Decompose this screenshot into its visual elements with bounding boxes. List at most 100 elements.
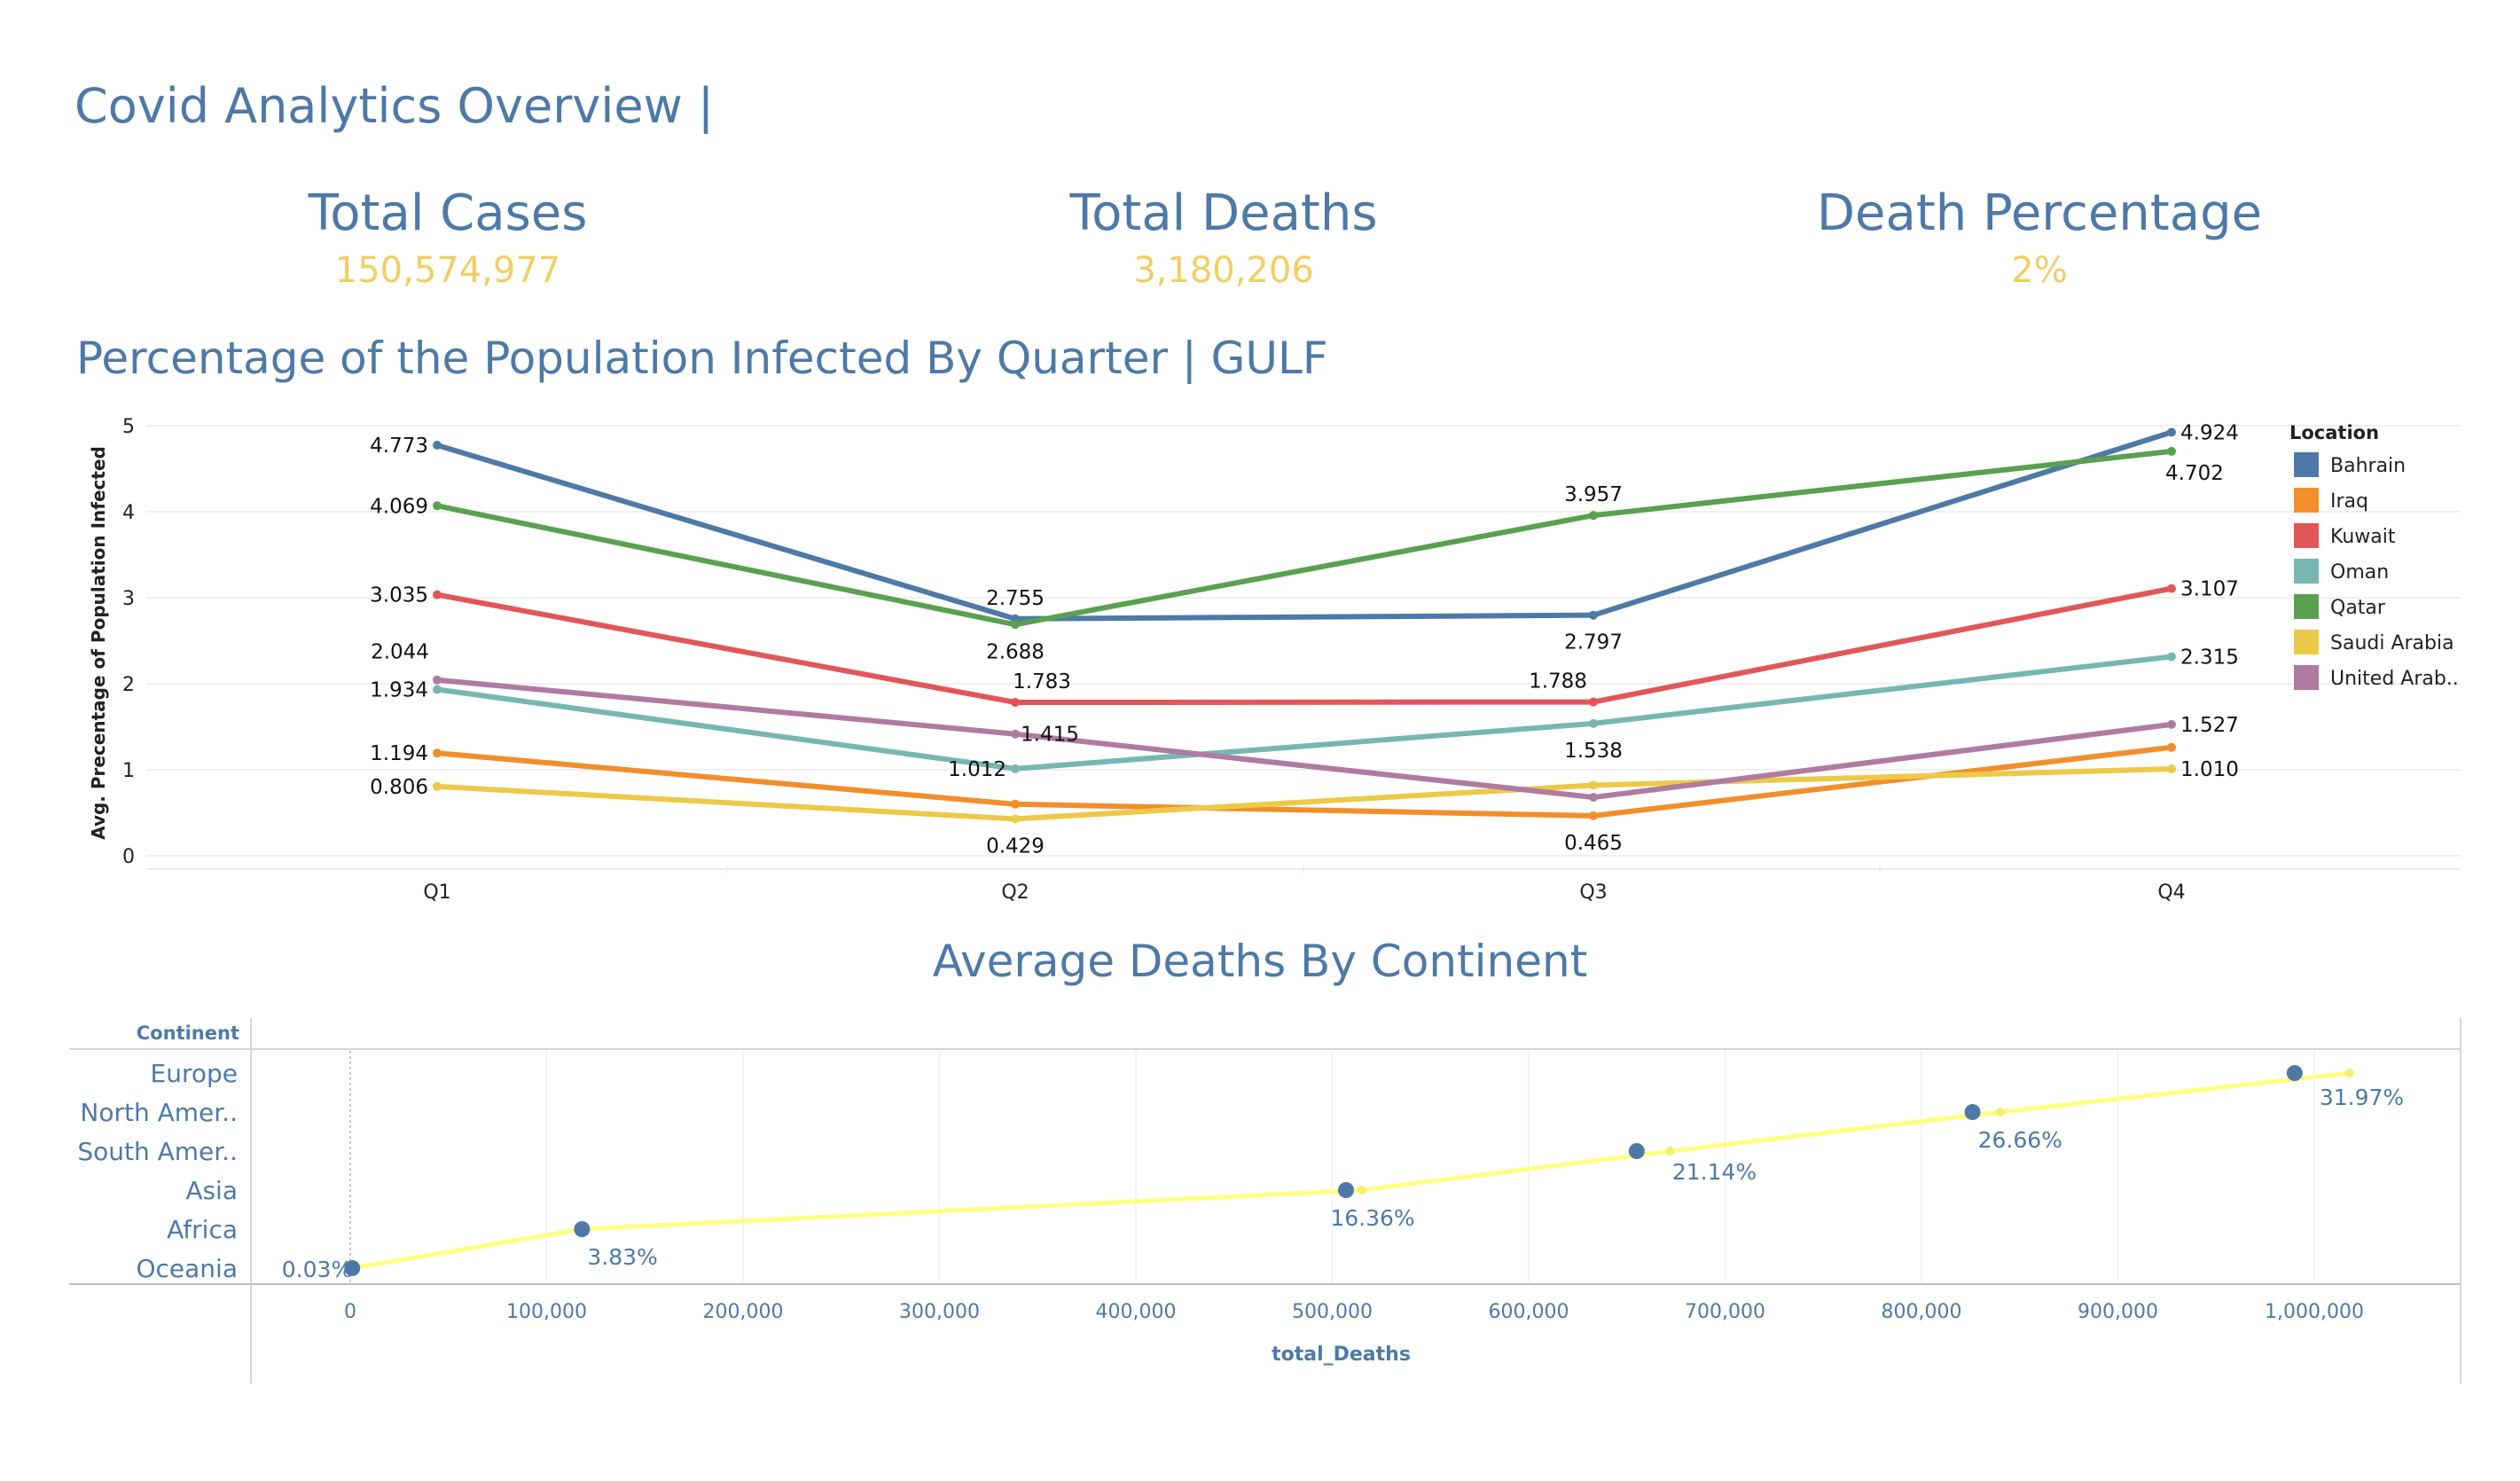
data-point (2167, 742, 2176, 752)
x-tick-label: Q1 (423, 882, 450, 904)
data-point (1589, 511, 1598, 521)
legend-label: Saudi Arabia (2330, 632, 2454, 654)
trend-point (1665, 1147, 1675, 1156)
data-point (433, 675, 442, 685)
data-label: 3.107 (2180, 578, 2239, 601)
legend-swatch (2294, 594, 2319, 619)
data-point (1589, 697, 1598, 707)
scatter-point (2286, 1065, 2303, 1081)
point-label: 0.03% (282, 1257, 352, 1282)
data-point (433, 501, 442, 511)
x-tick-label: Q2 (1001, 882, 1029, 904)
scatter-chart-title: Average Deaths By Continent (932, 936, 1588, 987)
data-label: 0.465 (1564, 832, 1623, 855)
legend-swatch (2294, 452, 2319, 477)
x-tick-label: 500,000 (1292, 1301, 1373, 1323)
data-point (1011, 799, 1020, 809)
series-line-bahrain (436, 429, 2172, 622)
data-label: 3.035 (370, 584, 428, 607)
series-line-united-arab- (436, 677, 2172, 801)
series-line-qatar (436, 448, 2172, 628)
kpi-total-deaths-label: Total Deaths (1069, 184, 1378, 242)
data-point (2167, 652, 2176, 662)
legend-label: Iraq (2330, 490, 2368, 513)
y-tick-label: 0 (122, 846, 135, 868)
data-point (433, 590, 442, 599)
series-line-iraq (436, 744, 2172, 819)
data-point (1011, 698, 1020, 708)
scatter-point (574, 1221, 591, 1237)
kpi-death-percentage-label: Death Percentage (1816, 184, 2263, 242)
legend-label: Bahrain (2330, 455, 2406, 477)
data-label: 2.315 (2180, 646, 2239, 669)
x-tick-label: 1,000,000 (2265, 1301, 2364, 1323)
dashboard-title: Covid Analytics Overview | (74, 78, 715, 134)
data-point (1011, 814, 1020, 824)
data-point (1011, 620, 1020, 630)
kpi-total-cases-label: Total Cases (308, 184, 588, 242)
legend-label: Oman (2330, 561, 2389, 584)
scatter-chart: Continent 0 100,000 200,000 300,000 400,000 50… (69, 1018, 2461, 1383)
data-point (2167, 719, 2176, 729)
x-tick-label: Q3 (1579, 882, 1607, 904)
line-chart-title: Percentage of the Population Infected By… (76, 333, 1328, 384)
data-label: 1.538 (1564, 740, 1623, 763)
legend-swatch (2294, 488, 2319, 513)
category-label: Oceania (136, 1254, 238, 1283)
data-label: 4.702 (2165, 462, 2224, 485)
series-line-saudi-arabia (436, 766, 2172, 822)
kpi-total-deaths: Total Deaths 3,180,206 (913, 186, 1534, 291)
data-point (1011, 729, 1020, 739)
legend-label: Qatar (2330, 597, 2386, 619)
legend-label: Kuwait (2330, 526, 2396, 548)
data-point (433, 781, 442, 791)
x-tick-label: Q4 (2157, 882, 2185, 904)
data-point (1589, 610, 1598, 620)
series-line-kuwait (436, 585, 2172, 706)
scatter-point (1338, 1182, 1355, 1198)
data-label: 2.755 (986, 587, 1045, 610)
data-label: 4.924 (2180, 421, 2239, 444)
x-tick-label: 600,000 (1489, 1301, 1569, 1323)
legend-swatch (2294, 665, 2319, 690)
category-label: Europe (151, 1059, 238, 1088)
y-tick-label: 2 (122, 674, 135, 696)
legend-swatch (2294, 559, 2319, 584)
line-chart: 0 1 2 3 4 5 Avg. Precentage of Population Infe… (88, 416, 2461, 904)
x-tick-label: 200,000 (703, 1301, 784, 1323)
point-label: 3.83% (587, 1244, 657, 1270)
data-label: 1.527 (2180, 714, 2239, 737)
point-label: 26.66% (1978, 1127, 2062, 1153)
x-tick-label: 100,000 (506, 1301, 587, 1323)
kpi-total-cases-value: 150,574,977 (334, 249, 561, 291)
category-label: Africa (167, 1215, 238, 1244)
x-tick-label: 700,000 (1685, 1301, 1765, 1323)
trend-point (2344, 1069, 2354, 1077)
scatter-point (1628, 1143, 1645, 1159)
y-tick-label: 3 (122, 588, 135, 610)
y-tick-label: 5 (122, 416, 135, 438)
data-point (1589, 811, 1598, 820)
category-label: South Amer.. (77, 1137, 238, 1166)
data-label: 2.044 (371, 641, 429, 664)
data-point (2167, 446, 2176, 456)
legend-label: United Arab.. (2330, 668, 2459, 690)
data-label: 2.688 (986, 640, 1045, 663)
data-label: 1.788 (1529, 670, 1587, 693)
row-header-title: Continent (137, 1023, 239, 1044)
data-label: 2.797 (1564, 631, 1623, 654)
data-label: 4.773 (370, 435, 428, 458)
data-label: 1.934 (370, 678, 428, 701)
x-tick-label: 0 (344, 1301, 356, 1323)
data-point (1589, 718, 1598, 728)
series-line-oman (436, 654, 2172, 772)
x-axis-label: total_Deaths (1272, 1344, 1411, 1366)
data-label: 1.194 (370, 742, 428, 765)
scatter-point (1964, 1104, 1981, 1120)
kpi-total-deaths-value: 3,180,206 (1133, 249, 1314, 291)
legend-swatch (2294, 523, 2319, 548)
data-label: 4.069 (370, 495, 428, 518)
trend-point (1995, 1108, 2005, 1117)
category-label: North Amer.. (80, 1098, 238, 1127)
data-point (2167, 427, 2176, 437)
